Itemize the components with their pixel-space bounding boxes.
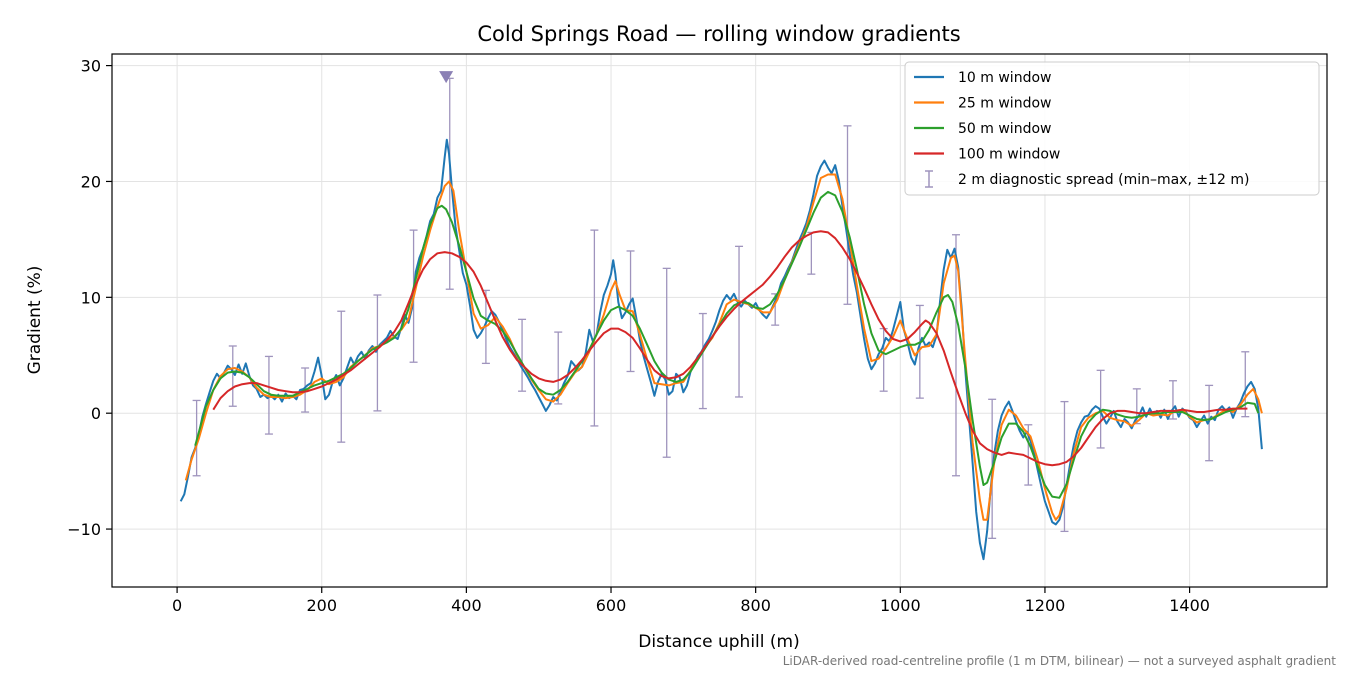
error-bar [951,234,960,477]
legend-entry: 50 m window [914,121,1051,137]
error-bar [1241,351,1250,418]
legend-items: 10 m window 25 m window 50 m window 100 m w… [914,70,1249,188]
x-tick-label: 1200 [1025,596,1066,615]
y-tick-label: 30 [81,57,101,76]
legend-label: 100 m window [958,147,1060,163]
clipped-max-marker [439,71,454,84]
x-tick-label: 1400 [1169,596,1210,615]
error-bar [698,312,707,410]
x-tick-label: 800 [740,596,771,615]
series-line [194,190,1260,499]
chart-title: Cold Springs Road — rolling window gradi… [477,22,960,46]
x-tick-label: 400 [451,596,482,615]
legend: 10 m window 25 m window 50 m window 100 m w… [904,61,1320,196]
legend-entry: 10 m window [914,70,1051,86]
y-tick-label: 0 [91,404,101,423]
error-bar [228,345,237,407]
y-tick-label: 10 [81,288,101,307]
legend-label: 10 m window [958,70,1051,86]
legend-entry: 2 m diagnostic spread (min–max, ±12 m) [925,170,1249,188]
axis-ticks: 0 200 400 600 800 1000 1200 1400 −10 0 10 20 30 [67,57,1210,615]
series-lines [179,138,1263,561]
series-line [179,138,1263,561]
error-bar [518,318,527,392]
x-tick-label: 600 [596,596,627,615]
error-bar [662,267,671,458]
legend-entry: 25 m window [914,96,1051,112]
legend-label: 50 m window [958,121,1051,137]
y-tick-label: 20 [81,172,101,191]
series-line [212,230,1248,467]
x-axis-label: Distance uphill (m) [638,632,799,652]
legend-label: 25 m window [958,96,1051,112]
series-line [184,173,1263,521]
error-bar [590,229,599,427]
error-bar [843,125,852,305]
error-bar [1060,400,1069,533]
error-bar [1096,369,1105,449]
error-bar [807,231,816,275]
legend-box [904,61,1320,196]
error-bar [373,294,382,412]
x-tick-label: 200 [306,596,337,615]
x-tick-label: 0 [172,596,182,615]
error-bar [735,245,744,398]
legend-label: 2 m diagnostic spread (min–max, ±12 m) [958,172,1249,188]
plot-frame [111,53,1328,588]
footnote: LiDAR-derived road-centreline profile (1… [783,654,1337,668]
error-bar [915,304,924,399]
y-tick-label: −10 [67,520,101,539]
x-tick-label: 1000 [880,596,921,615]
y-axis-label: Gradient (%) [25,266,45,375]
error-bar [264,355,273,435]
legend-entry: 100 m window [914,147,1060,163]
